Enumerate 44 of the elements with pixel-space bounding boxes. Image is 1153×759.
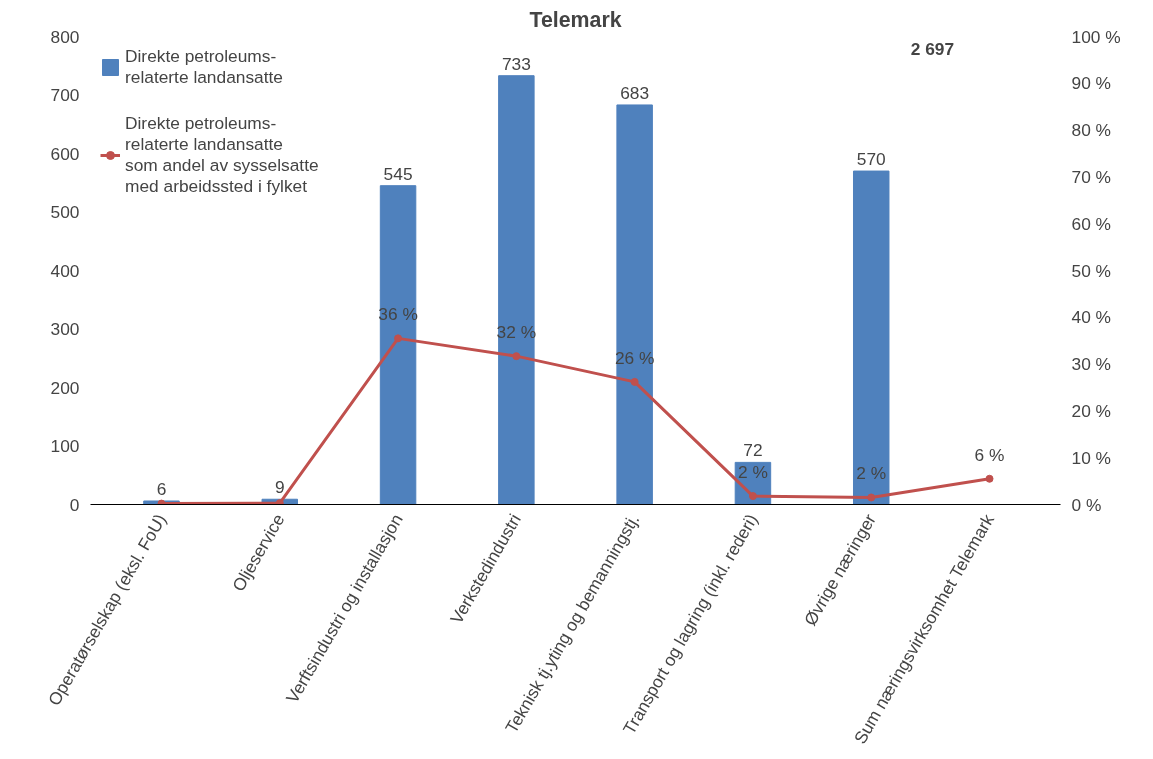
y-tick-label: 200 xyxy=(50,377,80,398)
point xyxy=(630,377,639,386)
bar xyxy=(379,185,417,505)
point xyxy=(985,474,994,483)
data-label: 2 % xyxy=(738,462,768,483)
data-label: 6 xyxy=(156,478,167,499)
y2-tick-label: 10 % xyxy=(1071,447,1111,468)
data-label: 683 xyxy=(620,82,650,103)
y2-tick-label: 0 % xyxy=(1071,494,1102,515)
data-label: 570 xyxy=(856,149,886,170)
data-label: 6 % xyxy=(974,444,1005,465)
data-label: 733 xyxy=(501,53,531,74)
legend-label: Direkte petroleums-relaterte landansatte xyxy=(125,46,283,88)
point xyxy=(394,334,403,343)
y2-tick-label: 20 % xyxy=(1071,400,1111,421)
y-tick-label: 700 xyxy=(50,85,80,105)
bar xyxy=(852,170,890,505)
y2-tick-label: 70 % xyxy=(1071,166,1111,187)
y-tick-label: 500 xyxy=(50,202,80,222)
y-tick-label: 300 xyxy=(50,319,80,339)
y-tick-label: 400 xyxy=(50,260,80,281)
y2-tick-label: 40 % xyxy=(1071,307,1111,328)
bar xyxy=(616,104,653,505)
y2-tick-label: 50 % xyxy=(1071,260,1111,281)
point xyxy=(512,352,521,361)
y-tick-label: 800 xyxy=(50,26,80,47)
y-tick-label: 100 xyxy=(50,436,80,456)
point xyxy=(748,492,757,501)
y2-tick-label: 60 % xyxy=(1071,213,1111,234)
annotation: 2 697 xyxy=(910,38,955,59)
legend-label: Direkte petroleums-relaterte landansatte som andel av sysselsatte med arbeidssted i fylket xyxy=(125,113,319,197)
y2-tick-label: 80 % xyxy=(1071,120,1111,141)
bar xyxy=(498,75,535,505)
data-label: 72 xyxy=(743,440,763,461)
data-label: 2 % xyxy=(856,463,887,484)
point xyxy=(867,493,876,502)
y-tick-label: 0 xyxy=(69,494,80,515)
y2-tick-label: 90 % xyxy=(1071,73,1111,94)
data-label: 545 xyxy=(383,163,413,184)
chart-title: Telemark xyxy=(529,7,622,32)
data-label: 9 xyxy=(274,477,285,498)
y2-tick-label: 30 % xyxy=(1071,354,1111,375)
y-tick-label: 600 xyxy=(50,143,80,164)
y2-tick-label: 100 % xyxy=(1071,26,1121,47)
